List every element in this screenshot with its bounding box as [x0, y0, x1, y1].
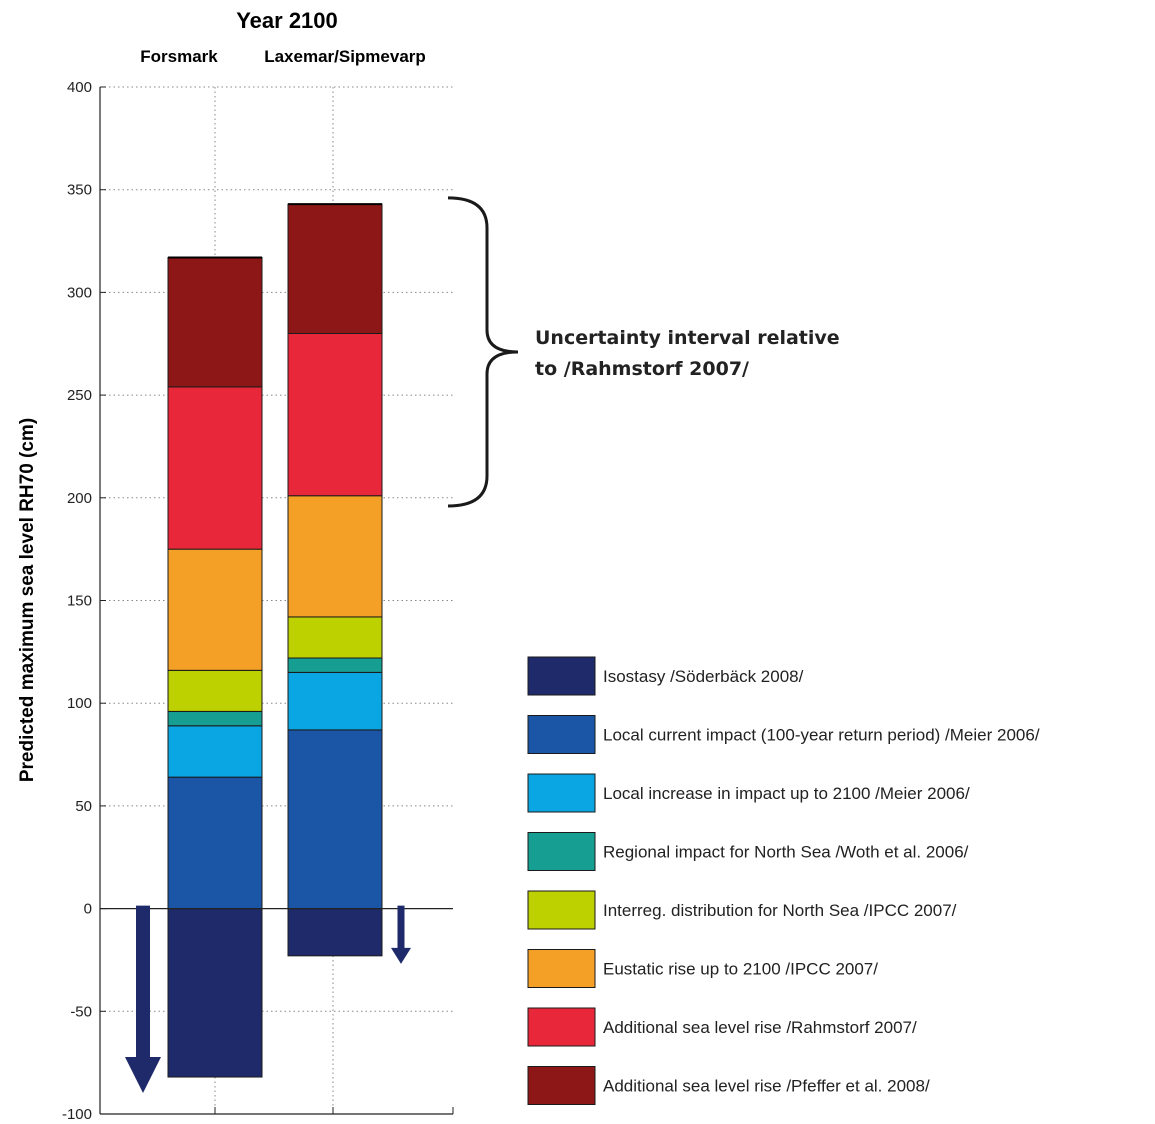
legend-swatch-5 — [527, 949, 596, 988]
y-tick-label: 400 — [67, 79, 92, 96]
title-group: Year 2100 Forsmark Laxemar/Sipmevarp — [140, 8, 426, 66]
bar-segment-forsmark-7 — [167, 256, 263, 388]
y-tick-label: 300 — [67, 284, 92, 301]
bar-segment-forsmark-0 — [167, 908, 263, 1078]
legend-label-7: Additional sea level rise /Pfeffer et al… — [603, 1077, 930, 1096]
category-label-laxemar: Laxemar/Sipmevarp — [264, 47, 426, 66]
legend-swatch-7 — [527, 1066, 596, 1105]
annotation-layer: Uncertainty interval relative to /Rahmst… — [447, 196, 840, 508]
y-tick-label: -100 — [62, 1106, 92, 1123]
legend-swatch-0 — [527, 656, 596, 696]
category-label-forsmark: Forsmark — [140, 47, 218, 66]
bar-segment-laxemar-3 — [287, 657, 383, 673]
bar-segment-forsmark-6 — [167, 386, 263, 550]
annotation-line-2: to /Rahmstorf 2007/ — [535, 358, 749, 380]
isostasy-arrow-down-icon — [125, 905, 161, 1094]
legend-label-4: Interreg. distribution for North Sea /IP… — [603, 901, 957, 920]
y-tick-label: 50 — [75, 798, 92, 815]
legend-label-1: Local current impact (100-year return pe… — [603, 726, 1040, 745]
annotation-line-1: Uncertainty interval relative — [535, 327, 840, 349]
legend-swatch-3 — [527, 832, 596, 871]
bar-segment-forsmark-2 — [167, 725, 263, 778]
legend-swatch-4 — [527, 890, 596, 930]
bar-segment-laxemar-2 — [287, 671, 383, 731]
legend-label-6: Additional sea level rise /Rahmstorf 200… — [603, 1018, 917, 1037]
bar-segment-laxemar-7 — [287, 203, 383, 334]
legend-swatch-6 — [527, 1007, 596, 1047]
y-tick-label: -50 — [70, 1003, 92, 1020]
y-tick-label: 150 — [67, 593, 92, 610]
uncertainty-brace — [447, 196, 519, 508]
bar-segment-laxemar-6 — [287, 332, 383, 497]
y-tick-label: 100 — [67, 695, 92, 712]
bar-segment-forsmark-3 — [167, 710, 263, 727]
axes-layer: -100 -50 0 50 100 150 200 250 300 350 400 — [62, 79, 454, 1123]
y-axis-label: Predicted maximum sea level RH70 (cm) — [17, 418, 38, 782]
bar-segment-laxemar-4 — [287, 616, 383, 659]
legend-label-2: Local increase in impact up to 2100 /Mei… — [603, 784, 970, 803]
legend-label-0: Isostasy /Söderbäck 2008/ — [603, 667, 804, 686]
bar-segment-laxemar-1 — [287, 729, 383, 910]
isostasy-arrow-down-icon — [391, 905, 411, 964]
bars-layer — [167, 203, 383, 1078]
legend-swatch-2 — [527, 773, 596, 813]
legend: Isostasy /Söderbäck 2008/Local current i… — [527, 656, 1040, 1105]
bar-segment-laxemar-0 — [287, 908, 383, 957]
legend-label-5: Eustatic rise up to 2100 /IPCC 2007/ — [603, 960, 878, 979]
bar-segment-forsmark-4 — [167, 669, 263, 712]
arrows-layer — [125, 905, 411, 1094]
bar-segment-forsmark-1 — [167, 776, 263, 910]
bar-segment-forsmark-5 — [167, 548, 263, 671]
legend-label-3: Regional impact for North Sea /Woth et a… — [603, 843, 969, 862]
y-tick-label: 350 — [67, 182, 92, 199]
chart-title: Year 2100 — [236, 8, 338, 33]
bar-segment-laxemar-5 — [287, 495, 383, 618]
legend-swatch-1 — [527, 715, 596, 754]
y-tick-label: 0 — [84, 901, 92, 918]
y-tick-label: 250 — [67, 387, 92, 404]
y-tick-label: 200 — [67, 490, 92, 507]
